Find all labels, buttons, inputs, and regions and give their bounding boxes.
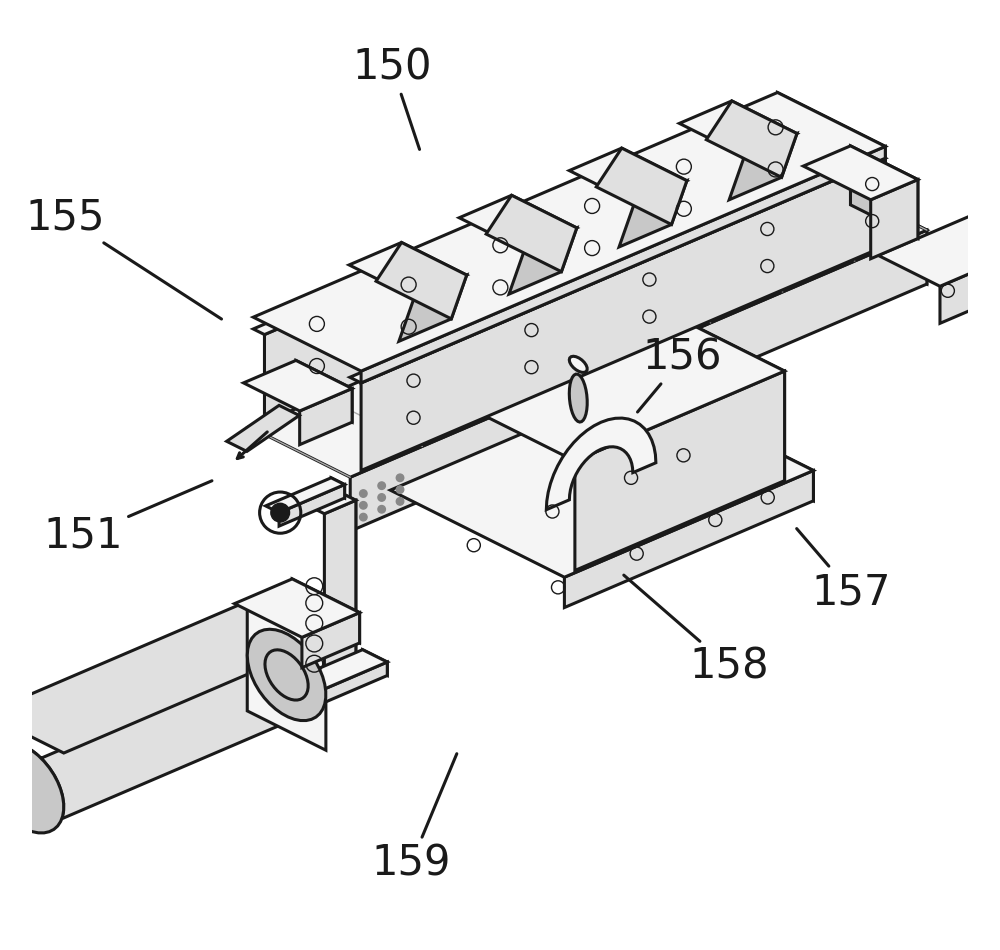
Polygon shape xyxy=(284,650,387,695)
Polygon shape xyxy=(0,629,326,819)
Circle shape xyxy=(360,490,367,497)
Polygon shape xyxy=(569,356,587,372)
Polygon shape xyxy=(639,384,813,501)
Polygon shape xyxy=(309,662,387,710)
Polygon shape xyxy=(249,180,927,477)
Circle shape xyxy=(271,504,290,522)
Polygon shape xyxy=(296,360,352,422)
Polygon shape xyxy=(279,484,345,526)
Polygon shape xyxy=(940,202,1000,323)
Polygon shape xyxy=(300,389,352,445)
Polygon shape xyxy=(363,650,387,675)
Polygon shape xyxy=(235,579,360,637)
Polygon shape xyxy=(0,742,64,833)
Polygon shape xyxy=(564,470,813,608)
Polygon shape xyxy=(253,92,885,371)
Polygon shape xyxy=(336,490,356,677)
Polygon shape xyxy=(247,601,326,750)
Polygon shape xyxy=(679,101,797,156)
Circle shape xyxy=(378,505,385,513)
Polygon shape xyxy=(350,153,885,383)
Polygon shape xyxy=(264,110,789,422)
Polygon shape xyxy=(546,418,656,510)
Circle shape xyxy=(396,485,404,493)
Polygon shape xyxy=(706,101,797,178)
Polygon shape xyxy=(803,146,918,200)
Circle shape xyxy=(360,502,367,509)
Polygon shape xyxy=(227,406,299,451)
Text: 159: 159 xyxy=(371,753,457,884)
Polygon shape xyxy=(266,478,345,513)
Polygon shape xyxy=(331,478,345,498)
Polygon shape xyxy=(777,92,885,159)
Polygon shape xyxy=(304,490,356,514)
Text: 151: 151 xyxy=(44,481,212,557)
Polygon shape xyxy=(826,180,927,284)
Polygon shape xyxy=(244,360,352,411)
Polygon shape xyxy=(324,501,356,691)
Polygon shape xyxy=(777,104,789,198)
Polygon shape xyxy=(596,148,687,224)
Polygon shape xyxy=(509,228,577,294)
Polygon shape xyxy=(349,242,467,297)
Polygon shape xyxy=(569,148,687,203)
Polygon shape xyxy=(302,613,360,668)
Polygon shape xyxy=(871,180,918,258)
Circle shape xyxy=(396,474,404,482)
Text: 157: 157 xyxy=(797,528,891,613)
Polygon shape xyxy=(619,180,687,247)
Polygon shape xyxy=(0,601,326,753)
Text: 155: 155 xyxy=(25,197,222,319)
Text: 158: 158 xyxy=(624,575,769,688)
Polygon shape xyxy=(390,384,813,578)
Polygon shape xyxy=(575,371,785,571)
Polygon shape xyxy=(418,293,785,461)
Polygon shape xyxy=(361,146,885,383)
Polygon shape xyxy=(253,104,789,334)
Circle shape xyxy=(360,513,367,521)
Polygon shape xyxy=(292,579,360,643)
Polygon shape xyxy=(361,159,885,470)
Polygon shape xyxy=(878,171,1000,286)
Text: 150: 150 xyxy=(353,47,432,149)
Polygon shape xyxy=(376,242,467,319)
Polygon shape xyxy=(569,374,587,422)
Polygon shape xyxy=(850,146,918,238)
Polygon shape xyxy=(874,153,885,246)
Circle shape xyxy=(378,494,385,502)
Polygon shape xyxy=(486,196,577,272)
Polygon shape xyxy=(247,629,326,720)
Circle shape xyxy=(378,482,385,489)
Polygon shape xyxy=(350,230,927,531)
Text: 156: 156 xyxy=(638,337,722,412)
Polygon shape xyxy=(399,276,467,341)
Polygon shape xyxy=(627,293,785,481)
Polygon shape xyxy=(729,134,797,200)
Circle shape xyxy=(396,498,404,505)
Polygon shape xyxy=(459,196,577,251)
